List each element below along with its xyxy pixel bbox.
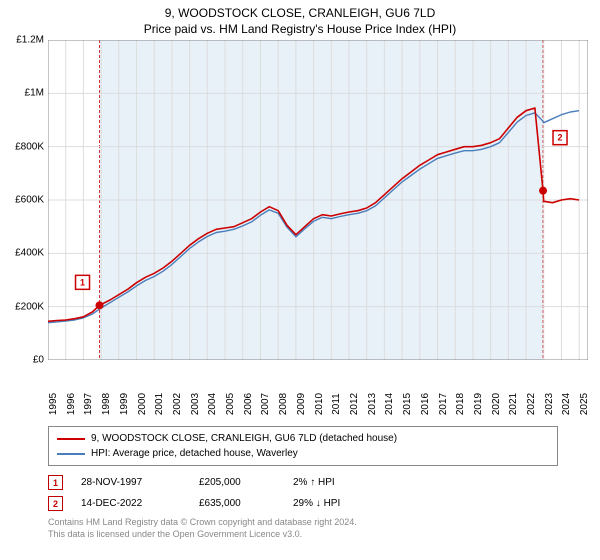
chart-container: 9, WOODSTOCK CLOSE, CRANLEIGH, GU6 7LD P…: [0, 0, 600, 560]
y-tick-label: £600K: [15, 195, 44, 206]
event-row: 1 28-NOV-1997 £205,000 2% ↑ HPI: [48, 472, 558, 493]
page-subtitle: Price paid vs. HM Land Registry's House …: [0, 20, 600, 40]
x-tick-label: 2024: [561, 393, 572, 415]
x-tick-label: 2003: [190, 393, 201, 415]
footer-line-2: This data is licensed under the Open Gov…: [48, 528, 558, 540]
legend-swatch: [57, 453, 85, 455]
y-tick-label: £800K: [15, 141, 44, 152]
event-delta: 2% ↑ HPI: [293, 477, 558, 488]
event-row: 2 14-DEC-2022 £635,000 29% ↓ HPI: [48, 493, 558, 514]
event-date: 14-DEC-2022: [81, 498, 181, 509]
x-tick-label: 2005: [225, 393, 236, 415]
x-tick-label: 2007: [260, 393, 271, 415]
x-tick-label: 2000: [137, 393, 148, 415]
x-tick-label: 2020: [491, 393, 502, 415]
x-tick-label: 2016: [420, 393, 431, 415]
x-tick-label: 2009: [296, 393, 307, 415]
x-tick-label: 1996: [66, 393, 77, 415]
event-badge: 2: [48, 496, 63, 511]
x-tick-label: 1997: [83, 393, 94, 415]
y-tick-label: £400K: [15, 248, 44, 259]
svg-text:2: 2: [558, 133, 563, 143]
event-price: £205,000: [199, 477, 275, 488]
x-tick-label: 2022: [526, 393, 537, 415]
svg-text:1: 1: [80, 277, 85, 287]
x-tick-label: 1998: [101, 393, 112, 415]
x-tick-label: 2018: [455, 393, 466, 415]
x-tick-label: 2004: [207, 393, 218, 415]
y-tick-label: £0: [33, 355, 44, 366]
event-badge: 1: [48, 475, 63, 490]
y-tick-label: £1M: [25, 88, 44, 99]
x-tick-label: 2006: [243, 393, 254, 415]
legend-swatch: [57, 438, 85, 440]
x-tick-label: 2010: [314, 393, 325, 415]
x-tick-label: 2021: [508, 393, 519, 415]
x-tick-label: 2017: [438, 393, 449, 415]
x-tick-label: 2012: [349, 393, 360, 415]
x-tick-label: 1995: [48, 393, 59, 415]
x-tick-label: 2002: [172, 393, 183, 415]
x-tick-label: 2001: [154, 393, 165, 415]
chart-area: 12 £0£200K£400K£600K£800K£1M£1.2M 199519…: [48, 40, 590, 390]
x-tick-label: 2023: [544, 393, 555, 415]
footer-attribution: Contains HM Land Registry data © Crown c…: [48, 516, 558, 540]
x-tick-label: 2008: [278, 393, 289, 415]
page-title: 9, WOODSTOCK CLOSE, CRANLEIGH, GU6 7LD: [0, 0, 600, 20]
x-tick-label: 1999: [119, 393, 130, 415]
event-delta: 29% ↓ HPI: [293, 498, 558, 509]
legend-row: HPI: Average price, detached house, Wave…: [57, 446, 549, 461]
legend-label: HPI: Average price, detached house, Wave…: [91, 446, 298, 461]
y-tick-label: £1.2M: [16, 35, 44, 46]
x-tick-label: 2019: [473, 393, 484, 415]
x-tick-label: 2015: [402, 393, 413, 415]
legend: 9, WOODSTOCK CLOSE, CRANLEIGH, GU6 7LD (…: [48, 426, 558, 466]
legend-label: 9, WOODSTOCK CLOSE, CRANLEIGH, GU6 7LD (…: [91, 431, 397, 446]
event-date: 28-NOV-1997: [81, 477, 181, 488]
event-price: £635,000: [199, 498, 275, 509]
x-tick-label: 2013: [367, 393, 378, 415]
y-tick-label: £200K: [15, 301, 44, 312]
x-tick-label: 2011: [331, 393, 342, 415]
legend-row: 9, WOODSTOCK CLOSE, CRANLEIGH, GU6 7LD (…: [57, 431, 549, 446]
chart-svg: 12: [48, 40, 588, 360]
footer-line-1: Contains HM Land Registry data © Crown c…: [48, 516, 558, 528]
x-axis: 1995 1996 1997 1998 1999 2000 2001 2002 2003 2004…: [48, 390, 590, 420]
x-tick-label: 2025: [579, 393, 590, 415]
events-table: 1 28-NOV-1997 £205,000 2% ↑ HPI 2 14-DEC-2022…: [48, 472, 558, 514]
x-tick-label: 2014: [384, 393, 395, 415]
